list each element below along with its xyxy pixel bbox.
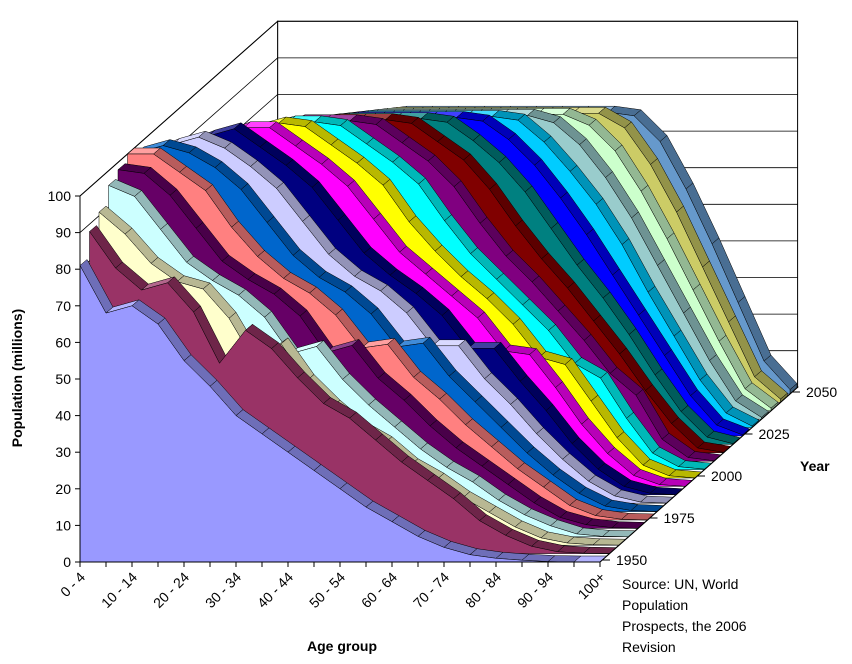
gridline xyxy=(79,20,798,197)
x-tick-label: 50 - 54 xyxy=(306,569,348,611)
x-tick-label: 60 - 64 xyxy=(358,569,400,611)
source-line-3: Prospects, the 2006 xyxy=(622,618,747,634)
y-tick-label: 30 xyxy=(55,444,71,460)
y-tick-label: 40 xyxy=(55,408,71,424)
x-tick-label: 70 - 74 xyxy=(410,569,452,611)
z-axis-title: Year xyxy=(800,458,830,474)
x-tick-label: 40 - 44 xyxy=(254,569,296,611)
y-tick-label: 100 xyxy=(48,188,72,204)
x-tick-label: 10 - 14 xyxy=(98,569,140,611)
y-tick-label: 90 xyxy=(55,225,71,241)
y-tick-label: 20 xyxy=(55,481,71,497)
z-axis-line xyxy=(599,386,798,563)
y-tick-label: 10 xyxy=(55,517,71,533)
x-tick-label: 100+ xyxy=(575,569,609,603)
series-layer xyxy=(79,105,798,563)
x-tick-label: 80 - 84 xyxy=(462,569,504,611)
x-axis-title: Age group xyxy=(307,638,377,654)
z-tick-label: 2050 xyxy=(806,384,837,400)
x-tick-label: 90 - 94 xyxy=(514,569,556,611)
z-tick-label: 2000 xyxy=(711,468,742,484)
series-area-face xyxy=(79,265,600,563)
y-tick-label: 60 xyxy=(55,334,71,350)
source-line-1: Source: UN, World xyxy=(622,576,739,592)
y-tick-label: 70 xyxy=(55,298,71,314)
y-tick-label: 50 xyxy=(55,371,71,387)
x-tick-label: 30 - 34 xyxy=(202,569,244,611)
source-line-2: Population xyxy=(622,597,689,613)
x-tick-label: 0 - 4 xyxy=(57,569,88,600)
y-axis-title: Population (millions) xyxy=(9,309,25,447)
source-line-4: Revision xyxy=(622,639,676,655)
series-1950 xyxy=(79,259,608,563)
z-tick-label: 2025 xyxy=(759,426,790,442)
y-tick-label: 0 xyxy=(63,554,71,570)
x-tick-label: 20 - 24 xyxy=(150,569,192,611)
y-tick-label: 80 xyxy=(55,261,71,277)
z-tick-label: 1950 xyxy=(616,552,647,568)
z-tick-label: 1975 xyxy=(664,510,695,526)
